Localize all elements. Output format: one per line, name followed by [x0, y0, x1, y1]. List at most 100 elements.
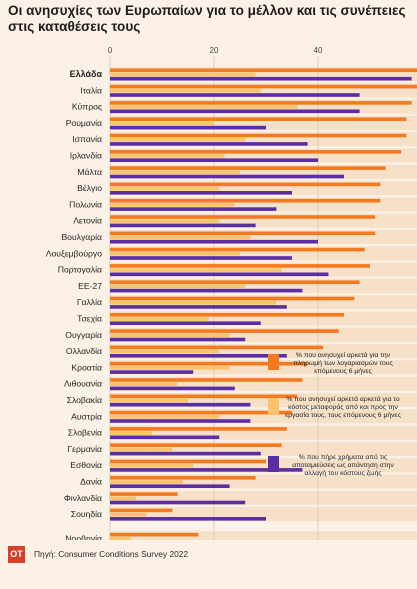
legend-label-bills: % που ανησυχεί αρκετά για την πληρωμή τω…	[293, 352, 393, 376]
bar-bills	[110, 313, 344, 317]
category-label: Σλοβακία	[67, 395, 102, 405]
bar-savings	[110, 174, 344, 179]
bar-savings	[110, 435, 220, 440]
bar-savings	[110, 207, 277, 211]
bar-transport	[110, 186, 220, 191]
bar-transport	[110, 431, 152, 435]
bar-savings	[110, 468, 303, 472]
bar-bills	[110, 280, 360, 284]
bar-transport	[110, 105, 298, 109]
bar-savings	[110, 76, 412, 81]
bar-savings	[110, 158, 318, 162]
bar-savings	[110, 239, 318, 244]
bar-transport	[110, 415, 220, 419]
category-label: Κύπρος	[72, 102, 102, 112]
legend-swatch-transport	[268, 398, 279, 414]
bar-savings	[110, 484, 230, 488]
bar-savings	[110, 354, 287, 358]
bar-bills	[110, 117, 407, 121]
bar-transport	[110, 349, 220, 354]
category-label: Φινλανδία	[64, 493, 102, 503]
bar-savings	[110, 256, 292, 260]
category-label: Ολλανδία	[66, 346, 102, 356]
x-tick-label: 0	[108, 46, 113, 55]
bar-bills	[110, 427, 287, 431]
bar-transport	[110, 512, 147, 517]
category-label: Βουλγαρία	[61, 232, 102, 242]
bar-bills	[110, 492, 178, 496]
bar-transport	[110, 398, 188, 403]
bar-transport	[110, 366, 230, 370]
bar-savings	[110, 500, 246, 505]
category-label: Ουγγαρία	[65, 330, 102, 340]
legend-label-savings: % που πήρε χρήματα από τις αποταμιεύσεις…	[292, 454, 394, 478]
category-label: Σλοβενία	[68, 428, 102, 438]
bar-savings	[110, 370, 194, 374]
footer: ΟΤ Πηγή: Consumer Conditions Survey 2022	[8, 546, 308, 564]
bar-transport	[110, 284, 246, 289]
category-label: Εσθονία	[70, 460, 102, 470]
bar-transport	[110, 496, 136, 501]
bar-bills	[110, 532, 199, 537]
bar-savings	[110, 402, 251, 407]
bar-savings	[110, 337, 246, 342]
bar-bills	[110, 68, 417, 73]
bar-savings	[110, 142, 308, 146]
bar-bills	[110, 410, 292, 415]
bar-bills	[110, 394, 298, 399]
bar-transport	[110, 447, 173, 452]
bar-transport	[110, 137, 246, 142]
bar-transport	[110, 382, 178, 386]
bar-transport	[110, 268, 282, 272]
bar-transport	[110, 121, 214, 126]
category-label: Σουηδία	[71, 509, 102, 519]
category-label: Γαλλία	[77, 297, 102, 307]
bar-transport	[110, 480, 183, 484]
ot-logo: ΟΤ	[8, 546, 25, 563]
category-label: Μάλτα	[77, 167, 102, 177]
bar-bills	[110, 182, 381, 187]
bar-transport	[110, 89, 261, 93]
bar-transport	[110, 219, 220, 223]
bar-bills	[110, 198, 381, 203]
category-label: Λιθουανία	[64, 379, 102, 389]
bar-bills	[110, 215, 376, 219]
page-title: Οι ανησυχίες των Ευρωπαίων για το μέλλον…	[8, 3, 406, 34]
category-label: Λουξεμβούργο	[46, 248, 102, 258]
bar-bills	[110, 84, 417, 89]
category-label: Αυστρία	[71, 411, 102, 421]
category-label: Πολωνία	[69, 199, 102, 209]
category-label: Ελλάδα	[70, 69, 103, 79]
legend-swatch-bills	[268, 354, 279, 370]
bar-transport	[110, 203, 235, 207]
bar-bills	[110, 476, 256, 480]
x-tick-label: 20	[210, 46, 219, 55]
bar-savings	[110, 109, 360, 114]
bar-savings	[110, 321, 261, 325]
bar-savings	[110, 419, 251, 423]
bar-savings	[110, 386, 235, 391]
category-label: ΕΕ-27	[78, 281, 102, 291]
x-tick-label: 40	[314, 46, 323, 55]
bar-savings	[110, 223, 256, 228]
bar-transport	[110, 252, 240, 256]
bar-transport	[110, 317, 209, 321]
category-label: Ρουμανία	[66, 118, 102, 128]
row-band	[110, 531, 417, 540]
bar-savings	[110, 288, 303, 293]
legend-label-transport: % που ανησυχεί αρκετά αρκετά για το κόστ…	[285, 396, 401, 420]
bar-savings	[110, 93, 360, 97]
bar-savings	[110, 191, 292, 195]
bar-savings	[110, 305, 287, 309]
category-label: Νορβηγία	[65, 533, 102, 540]
bar-bills	[110, 378, 303, 382]
category-label: Δανία	[80, 477, 102, 487]
bar-bills	[110, 329, 339, 333]
bar-transport	[110, 235, 251, 240]
bar-transport	[110, 154, 225, 158]
bar-bills	[110, 508, 173, 513]
bar-bills	[110, 345, 324, 350]
category-label: Τσεχία	[77, 314, 102, 324]
category-label: Βέλγιο	[77, 183, 102, 193]
